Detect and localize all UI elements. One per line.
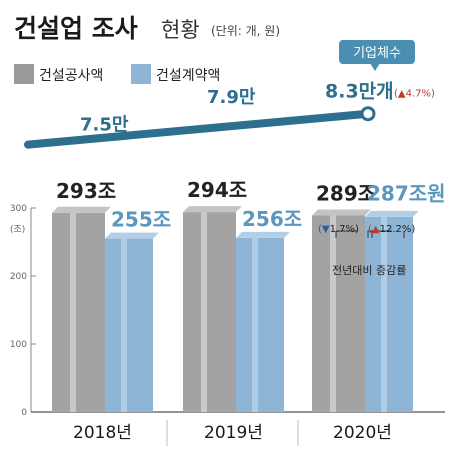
bar-value-contract: 255조	[111, 208, 171, 232]
line-value-label: 7.5만	[80, 115, 129, 136]
bar-value-contract: 287조원	[367, 181, 446, 205]
y-axis-unit: (조)	[10, 225, 25, 235]
x-tick-label: 2019년	[204, 423, 263, 443]
year-labels: 2018년 2019년 2020년	[73, 420, 392, 446]
line-value-label: 8.3만개	[325, 81, 394, 103]
bar-construction-highlight	[330, 215, 336, 412]
bar-value-construction: 294조	[187, 178, 247, 202]
bar-contract-top	[365, 210, 419, 217]
trend-line	[24, 109, 372, 149]
page-title: 건설업 조사	[14, 14, 138, 43]
bar-contract-highlight	[252, 237, 258, 412]
bar-value-construction: 293조	[56, 179, 116, 203]
bar-construction-highlight	[201, 212, 207, 412]
unit-note: (단위: 개, 원)	[211, 24, 280, 38]
y-ticks: 0 100 200 300	[10, 204, 36, 418]
change-construction-value: 1.7%)	[330, 224, 359, 235]
company-count-line: 7.5만 7.9만 8.3만개 (▲4.7%)	[24, 81, 435, 149]
y-tick-label: 100	[10, 340, 27, 350]
legend-label-contract: 건설계약액	[156, 68, 220, 84]
bar-value-construction: 289조	[316, 181, 376, 205]
bar-contract-2020년	[365, 216, 413, 412]
x-tick-label: 2020년	[333, 423, 392, 443]
bars	[52, 206, 419, 412]
change-note: 전년대비 증감률	[332, 264, 406, 277]
bar-construction-highlight	[70, 212, 76, 412]
y-tick-label: 200	[10, 272, 27, 282]
bar-contract-2019년	[236, 237, 284, 412]
bar-construction-2020년	[312, 215, 365, 412]
change-bracket-right	[367, 230, 405, 238]
bar-construction-top	[312, 209, 371, 216]
bar-contract-2018년	[105, 238, 153, 412]
y-tick-label: 300	[10, 204, 27, 214]
bar-contract-highlight	[121, 238, 127, 412]
line-value-label: 7.9만	[207, 87, 256, 108]
change-construction: (▼1.7%)	[318, 224, 359, 235]
page-subtitle: 현황	[161, 18, 200, 42]
change-contract-value: 12.2%)	[380, 224, 416, 235]
line-change-label: (▲4.7%)	[394, 89, 435, 100]
legend-label-construction: 건설공사액	[39, 68, 103, 84]
bar-contract-top	[236, 231, 290, 238]
bar-value-contract: 256조	[242, 207, 302, 231]
trend-end-point	[360, 106, 376, 122]
bar-construction-2019년	[183, 212, 236, 412]
legend-swatch-construction	[14, 64, 34, 84]
callout-pointer	[370, 63, 380, 71]
bar-construction-top	[52, 206, 111, 213]
company-count-callout: 기업체수	[339, 40, 415, 71]
callout-box	[339, 40, 415, 64]
change-contract: (▲12.2%)	[368, 224, 415, 235]
change-annotations: (▼1.7%) (▲12.2%)	[318, 224, 415, 238]
bar-construction-top	[183, 206, 242, 213]
x-tick-label: 2018년	[73, 423, 132, 443]
callout-label: 기업체수	[353, 46, 401, 61]
bar-contract-highlight	[381, 216, 387, 412]
legend-swatch-contract	[131, 64, 151, 84]
change-bracket-left	[335, 230, 373, 238]
bar-contract-top	[105, 232, 159, 239]
bar-construction-2018년	[52, 212, 105, 412]
y-tick-label: 0	[21, 408, 27, 418]
